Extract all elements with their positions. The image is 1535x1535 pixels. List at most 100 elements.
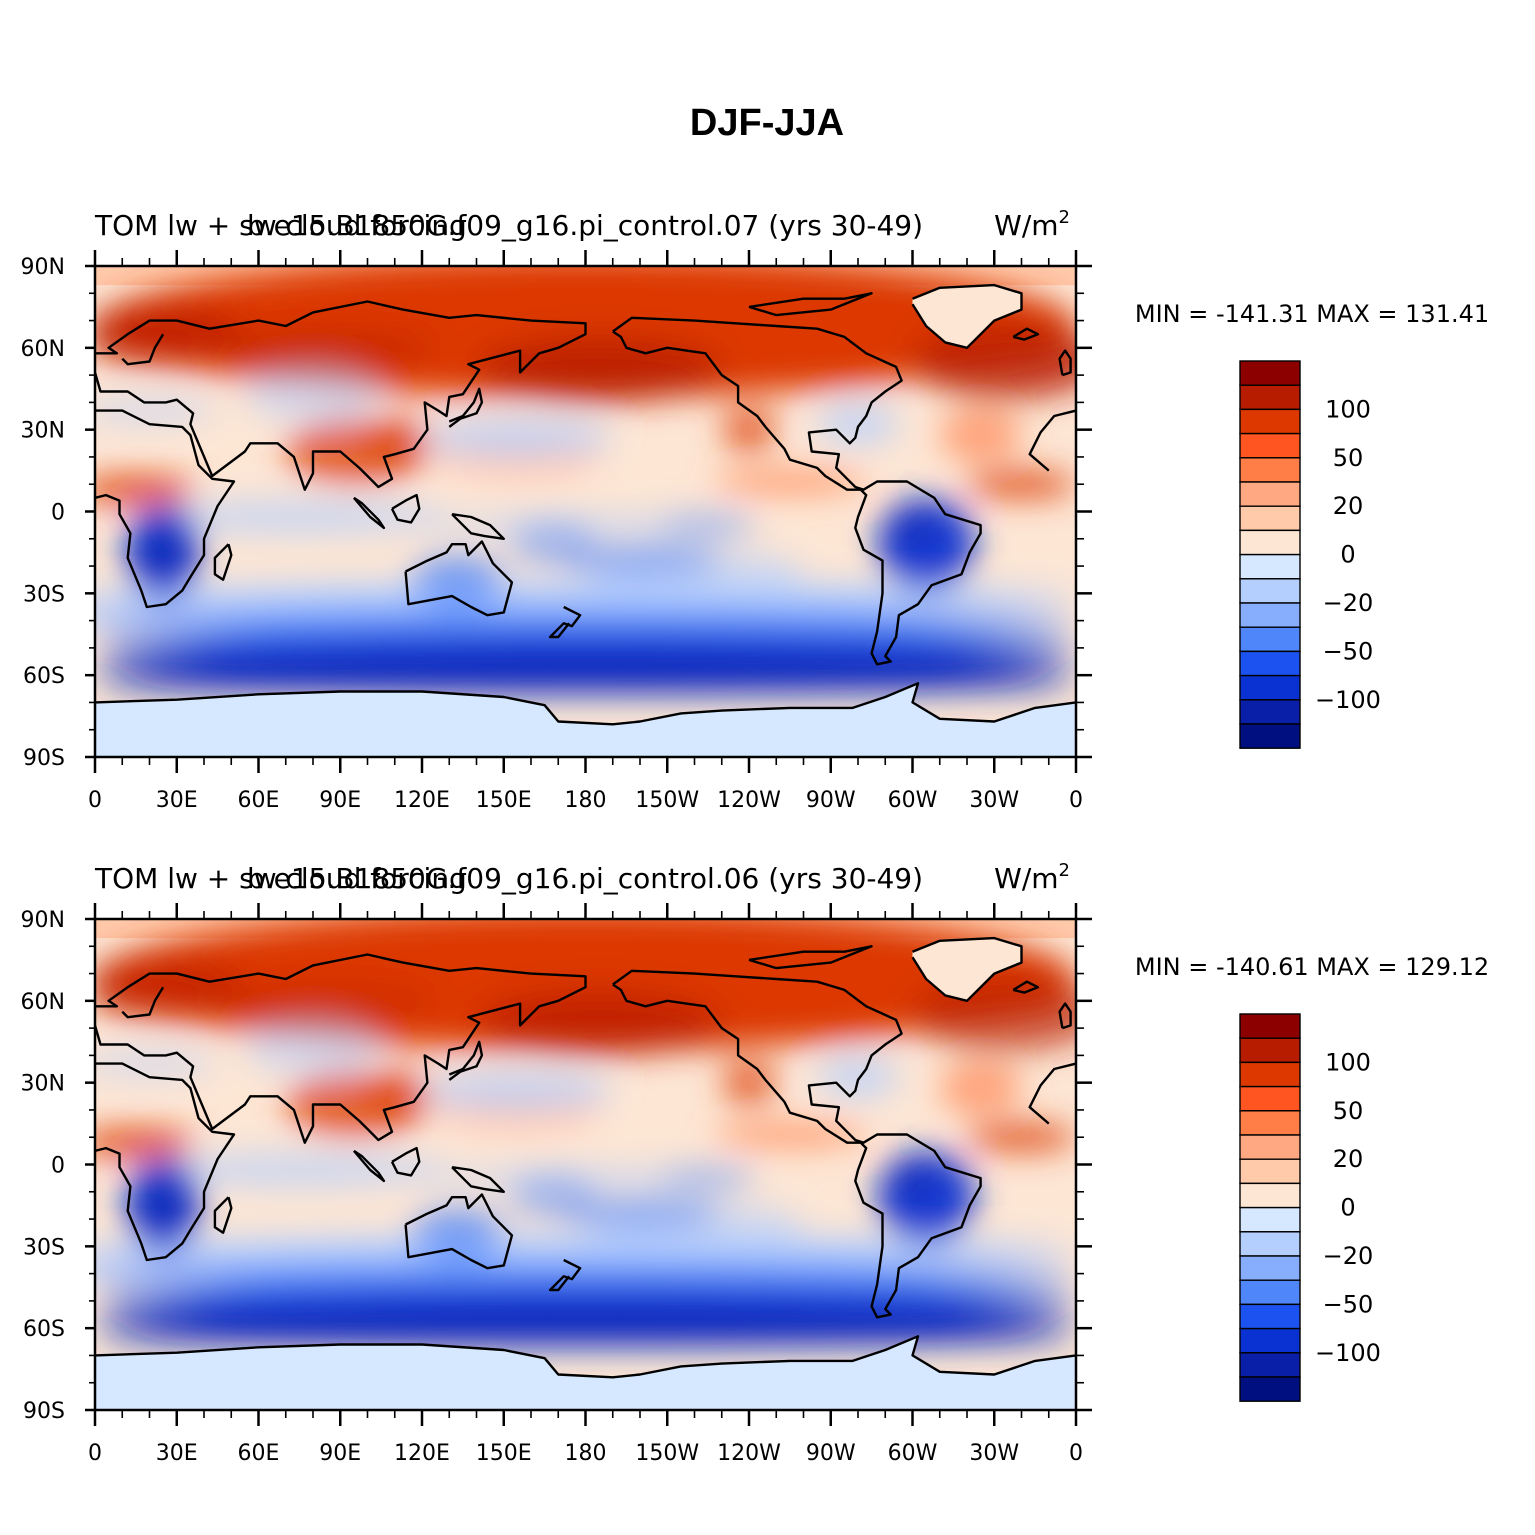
coast-britain [1058,1002,1072,1030]
coast-africa [1028,409,1076,472]
minmax-label: MIN = -141.31 MAX = 131.41 [1135,300,1489,328]
colorbar-box [1239,1110,1301,1136]
colorbar-box [1239,408,1301,435]
coast-america [612,969,982,1319]
field-blob-blue_deep [890,1164,935,1198]
colorbar-label: 50 [1333,1097,1364,1125]
lat-label: 30N [21,419,65,444]
coast-madagascar [213,543,233,581]
lat-labels: 90N 60N 30N 0 30S 60S 90S [21,908,65,1424]
units-exponent: 2 [1059,860,1070,881]
lat-label: 90N [21,908,65,933]
field-blob-blue_dark [95,1287,1076,1326]
field-blob-blue_mid [558,1197,722,1230]
map-field [95,266,1076,757]
colorbar-boxes [1239,360,1301,749]
coast-sumatra [352,496,386,530]
lon-labels: 0 30E 60E 90E 120E 150E 180 150W 120W 90W 60W 30W 0 [88,788,1083,813]
field-blob-blue_deep [144,1180,183,1230]
map-plot [95,266,1076,757]
coastlines [95,936,1076,1379]
field-blob-blue_deep [890,511,935,545]
colorbar-box [1239,1279,1301,1306]
coastlines [95,283,1076,726]
coast-antarctica [95,682,1076,726]
coast-newzealand [548,1258,582,1292]
coast-borneo [390,1146,421,1177]
coast-america [612,316,982,666]
field-blob-red_strong [967,1123,1076,1151]
field-blob-red_dark [95,959,245,1015]
field-blob-red_strong [367,416,433,471]
lon-label: 30W [969,1441,1019,1466]
field-blob-red_strong [967,470,1076,498]
panel-center-title: b.e15.B1850G.f09_g16.pi_control.06 (yrs … [247,862,923,895]
field-blob-blue_dark [877,497,976,591]
colorbar-box [1239,578,1301,604]
lon-label: 90E [319,1441,361,1466]
lon-label: 150E [476,788,532,813]
colorbar-box [1239,1134,1301,1160]
coast-arctic-islands [748,945,873,970]
colorbar-box [1239,360,1301,386]
coast-africa-east [95,409,236,609]
lon-label: 0 [88,1441,102,1466]
axis-ticks [85,250,1092,773]
lat-label: 90S [23,746,65,771]
field-blob-red_strong [95,476,196,504]
colorbar-box [1239,723,1301,749]
field-blob-blue_light [244,1019,382,1075]
coast-scandinavia-baltic [121,986,165,1019]
field-blob-red_dark [217,979,436,1023]
colorbar-box [1239,384,1301,411]
colorbar-box [1239,1158,1301,1185]
colorbar-box [1239,432,1301,459]
colorbar-box [1239,1037,1301,1064]
coast-madagascar [213,1196,233,1234]
axis-ticks [85,903,1092,1426]
field-blob-blue_deep [144,527,183,577]
lat-label: 60S [23,664,65,689]
coast-greenland [911,283,1023,350]
field-blob-blue_light [817,1055,899,1099]
field-blob-blue_light [95,399,218,422]
field-blob-red_dark [476,337,722,403]
colorbar-box [1239,1352,1301,1378]
coast-japan [448,387,484,428]
colorbar-box [1239,1376,1301,1402]
colorbar-box [1239,457,1301,483]
field-blob-red_dark [476,990,722,1056]
colorbar-label: 0 [1340,1194,1355,1222]
field-blob-blue_light [244,366,382,422]
figure-title: DJF-JJA [690,102,844,144]
coast-britain [1058,349,1072,377]
colorbar-box [1239,699,1301,725]
field-blob-blue_mid [411,555,504,605]
colorbar-box [1239,674,1301,701]
field-blob-blue_light [95,1052,218,1075]
field-blob-blue_light [95,1235,1076,1269]
colorbar-label: −50 [1323,637,1374,665]
lon-label: 180 [565,1441,607,1466]
lat-label: 60S [23,1317,65,1342]
colorbar-box [1239,1085,1301,1112]
field-blob-red_strong [721,1060,777,1105]
colorbar-box [1239,626,1301,653]
colorbar-boxes [1239,1013,1301,1402]
lon-label: 60E [238,788,280,813]
panel-center-title: b.e15.B1850G.f09_g16.pi_control.07 (yrs … [247,209,923,242]
colorbar-box [1239,1255,1301,1281]
field-blob-blue_dark [877,1150,976,1244]
field-blob-blue_light [817,402,899,446]
lat-label: 90S [23,1399,65,1424]
lon-label: 30E [156,788,198,813]
field-blob-red_strong [367,1069,433,1124]
coast-newzealand [548,605,582,639]
panel-left-title: TOM lw + sw cloud forcing [94,862,467,895]
lat-labels: 90N 60N 30N 0 30S 60S 90S [21,255,65,771]
field-greenland [912,285,1022,348]
coast-antarctica [95,1335,1076,1379]
coast-newguinea [451,1166,505,1193]
lat-label: 30S [23,1235,65,1260]
lat-label: 60N [21,337,65,362]
